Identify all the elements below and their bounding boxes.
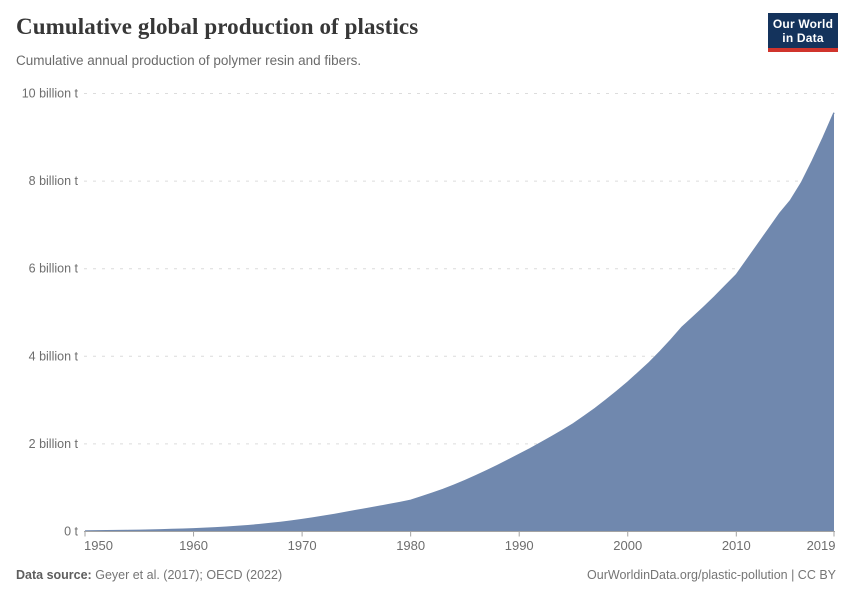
owid-logo-line1: Our World xyxy=(772,17,834,31)
page-title: Cumulative global production of plastics xyxy=(16,14,419,39)
series-line xyxy=(84,112,835,532)
y-tick-label-6: 6 billion t xyxy=(29,262,79,276)
y-tick-label-10: 10 billion t xyxy=(22,87,79,101)
x-tick-label-2000: 2000 xyxy=(613,538,642,553)
chart-footer: Data source: Geyer et al. (2017); OECD (… xyxy=(16,568,836,582)
y-tick-label-8: 8 billion t xyxy=(29,174,79,188)
y-tick-label-0: 0 t xyxy=(64,525,78,539)
data-source-note: Data source: Geyer et al. (2017); OECD (… xyxy=(16,568,282,582)
x-tick-label-2019: 2019 xyxy=(807,538,836,553)
x-tick-label-1980: 1980 xyxy=(396,538,425,553)
chart-subtitle: Cumulative annual production of polymer … xyxy=(16,53,362,68)
x-tick-label-1970: 1970 xyxy=(288,538,317,553)
x-tick-label-1950: 1950 xyxy=(84,538,113,553)
credit-link[interactable]: OurWorldinData.org/plastic-pollution | C… xyxy=(587,568,836,582)
x-tick-label-1960: 1960 xyxy=(179,538,208,553)
y-tick-label-4: 4 billion t xyxy=(29,349,79,363)
y-tick-label-2: 2 billion t xyxy=(29,437,79,451)
data-source-label: Data source: xyxy=(16,568,92,582)
owid-logo[interactable]: Our World in Data xyxy=(768,13,838,52)
x-tick-label-2010: 2010 xyxy=(722,538,751,553)
owid-logo-line2: in Data xyxy=(782,31,824,45)
area-series[interactable] xyxy=(85,112,834,531)
data-source-value: Geyer et al. (2017); OECD (2022) xyxy=(95,568,283,582)
x-tick-label-1990: 1990 xyxy=(505,538,534,553)
